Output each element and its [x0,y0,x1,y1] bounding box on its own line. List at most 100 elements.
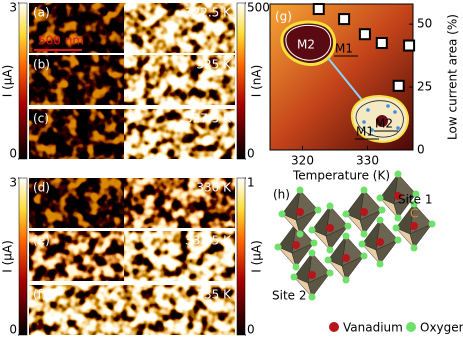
oxygen-atom [342,276,350,284]
image-left [29,55,124,105]
image-right [124,109,235,159]
vanadium-atom [394,192,402,200]
colorbar-label: I (μA) [1,240,15,273]
data-point [375,37,388,50]
oxygen-atom [326,269,334,277]
oxygen-atom [392,224,400,232]
image-left [29,231,124,281]
vanadium-atom [296,208,304,216]
colorbar [18,177,28,336]
legend-marker [329,322,339,332]
vanadium-atom [360,208,368,216]
colorbar-tick-label: 3 [9,1,17,15]
colorbar-tick-label: 0 [9,323,17,337]
oxygen-atom [342,210,350,218]
colorbar-tick-label: 500 [247,1,270,15]
oxygen-atom [376,216,384,224]
annotation: M2 [297,38,315,52]
temperature-label: 335 K [196,288,232,302]
x-axis-label: Temperature (K) [292,169,390,183]
oxygen-atom [378,206,386,214]
legend-label: Oxygen [420,321,463,335]
octahedron-face [375,239,399,265]
oxygen-atom [360,230,368,238]
oxygen-atom [344,222,352,230]
octahedron-face [359,209,383,235]
oxygen-atom [290,273,298,281]
particle [393,110,397,114]
colorbar-tick-label: 0 [9,147,17,161]
particle [396,126,400,130]
colorbar [18,2,28,160]
y-axis-label: Low current area (%) [446,14,460,140]
site-label: Site 1 [398,193,433,207]
panel-label: (a) [33,6,50,20]
colorbar-label: I (nA) [250,65,264,98]
oxygen-atom [324,256,332,264]
octahedron-face [295,209,319,235]
arrow [327,57,363,101]
temperature-label: 327.5 K [185,112,232,126]
plot-frame [269,3,414,151]
data-point [392,79,405,92]
data-point [338,13,351,26]
oxygen-atom [342,232,350,240]
panel-label: (c) [33,112,49,126]
vanadium-atom [292,241,300,249]
oxygen-atom [314,206,322,214]
annotation: M2 [375,117,393,131]
vanadium-atom [326,224,334,232]
domain-m2 [280,20,336,66]
oxygen-atom [292,263,300,271]
oxygen-atom [358,240,366,248]
image-left [29,3,124,53]
image-right [124,55,235,105]
axis-label: C [410,207,418,221]
legend-marker [406,322,416,332]
oxygen-atom [326,246,334,254]
annotation: M1 [335,42,353,56]
site-label: Site 2 [272,289,307,303]
oxygen-atom [296,230,304,238]
image-right [124,231,235,281]
colorbar-label: I (μA) [1,65,15,98]
y-tick-label: 0 [417,143,425,157]
oxygen-atom [412,190,420,198]
oxygen-atom [376,260,384,268]
domain-core [376,115,388,127]
data-point [312,3,325,16]
image-left [29,285,124,335]
temperature-label: 332.5 K [185,234,232,248]
annotation: M1 [356,125,374,139]
oxygen-atom [274,243,282,251]
panel-label: (h) [273,188,290,202]
domain-m2-inner [285,24,332,61]
domain-m1-inner [355,100,404,138]
y-tick-label: 25 [417,80,432,94]
colorbar [236,2,246,160]
particle [370,128,374,132]
oxygen-atom [296,186,304,194]
octahedron-face [291,242,315,268]
oxygen-atom [360,186,368,194]
octahedron-face [325,225,349,251]
panel-label: (f) [33,288,47,302]
oxygen-atom [410,200,418,208]
oxygen-atom [394,214,402,222]
colorbar-label: I (μA) [250,240,264,273]
image-right [124,178,235,228]
oxygen-atom [326,202,334,210]
scale-bar-label: 500 nm [38,34,84,48]
oxygen-atom [376,194,384,202]
temperature-label: 325 K [196,58,232,72]
oxygen-atom [278,210,286,218]
oxygen-atom [310,239,318,247]
oxygen-atom [360,252,368,260]
image-left [29,109,124,159]
oxygen-atom [394,170,402,178]
panel-label: (d) [33,181,50,195]
data-point [358,28,371,41]
legend-label: Vanadium [343,321,403,335]
image-right [124,3,235,53]
